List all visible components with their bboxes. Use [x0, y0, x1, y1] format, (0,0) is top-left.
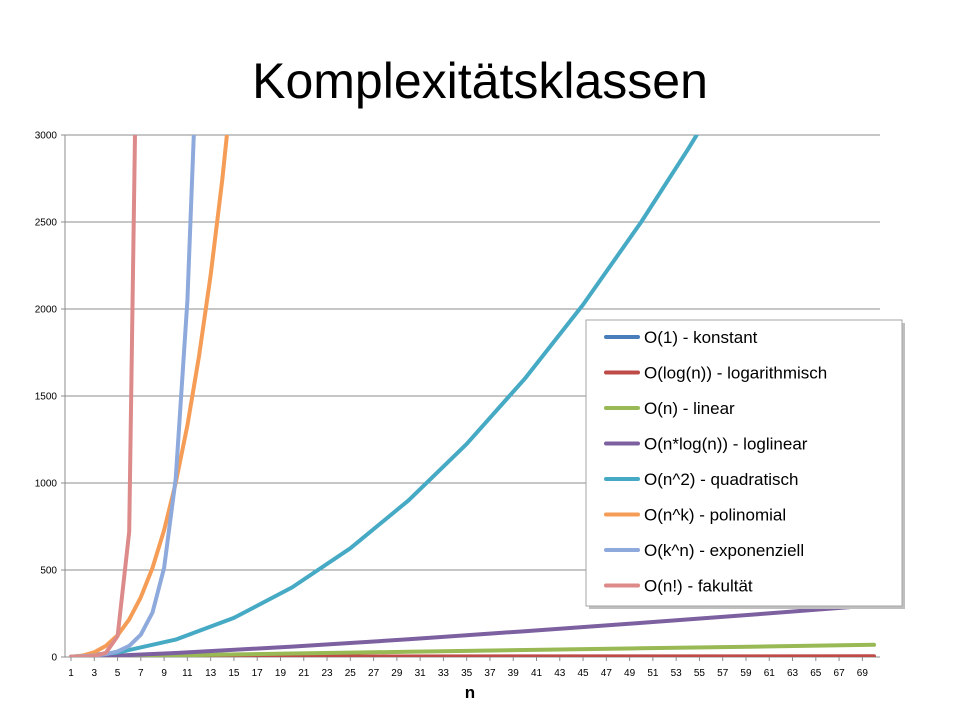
series-line-7	[69, 135, 137, 657]
x-tick-label: 15	[228, 668, 240, 679]
legend-label-0: O(1) - konstant	[644, 328, 758, 347]
legend-label-2: O(n) - linear	[644, 399, 735, 418]
x-tick-label: 29	[391, 668, 403, 679]
x-tick-label: 45	[577, 668, 589, 679]
x-tick-label: 69	[857, 668, 869, 679]
x-tick-label: 27	[368, 668, 380, 679]
x-tick-label: 23	[321, 668, 333, 679]
x-tick-label: 65	[810, 668, 822, 679]
x-tick-label: 63	[787, 668, 799, 679]
chart-title: Komplexitätsklassen	[252, 53, 708, 109]
x-tick-label: 3	[91, 668, 97, 679]
x-tick-label: 37	[484, 668, 496, 679]
x-tick-label: 59	[740, 668, 752, 679]
x-tick-label: 51	[647, 668, 659, 679]
legend-label-4: O(n^2) - quadratisch	[644, 470, 798, 489]
x-tick-label: 9	[161, 668, 167, 679]
x-tick-label: 39	[508, 668, 520, 679]
y-tick-label: 2500	[35, 218, 58, 229]
legend-label-5: O(n^k) - polinomial	[644, 506, 786, 525]
y-tick-label: 1500	[35, 392, 58, 403]
x-tick-label: 35	[461, 668, 473, 679]
x-tick-label: 13	[205, 668, 217, 679]
x-tick-label: 1	[68, 668, 74, 679]
x-tick-label: 67	[834, 668, 846, 679]
x-tick-label: 61	[764, 668, 776, 679]
series-line-2	[69, 642, 876, 657]
x-tick-label: 57	[717, 668, 729, 679]
x-tick-label: 11	[182, 668, 193, 679]
x-axis-label: n	[465, 683, 475, 702]
x-tick-label: 25	[345, 668, 357, 679]
x-tick-label: 19	[275, 668, 287, 679]
x-tick-label: 7	[138, 668, 144, 679]
y-tick-label: 3000	[35, 131, 58, 142]
x-tick-label: 41	[531, 668, 543, 679]
legend-label-7: O(n!) - fakultät	[644, 577, 753, 596]
x-tick-label: 53	[671, 668, 683, 679]
legend-box	[585, 319, 903, 607]
x-tick-label: 31	[415, 668, 427, 679]
x-tick-label: 21	[298, 668, 310, 679]
plot-area	[69, 135, 876, 657]
x-tick-label: 55	[694, 668, 706, 679]
y-tick-label: 1000	[35, 479, 58, 490]
y-tick-label: 0	[51, 653, 57, 664]
x-tick-label: 47	[601, 668, 613, 679]
x-tick-label: 49	[624, 668, 636, 679]
x-tick-label: 5	[115, 668, 121, 679]
legend-label-6: O(k^n) - exponenziell	[644, 541, 804, 560]
series-line-5	[69, 135, 229, 657]
y-tick-label: 2000	[35, 305, 58, 316]
series-line-3	[69, 603, 876, 657]
y-tick-label: 500	[40, 566, 57, 577]
x-tick-label: 17	[252, 668, 264, 679]
legend-label-3: O(n*log(n)) - loglinear	[644, 435, 808, 454]
x-tick-label: 33	[438, 668, 450, 679]
x-tick-label: 43	[554, 668, 566, 679]
series-line-4	[69, 135, 700, 657]
legend-label-1: O(log(n)) - logarithmisch	[644, 364, 827, 383]
